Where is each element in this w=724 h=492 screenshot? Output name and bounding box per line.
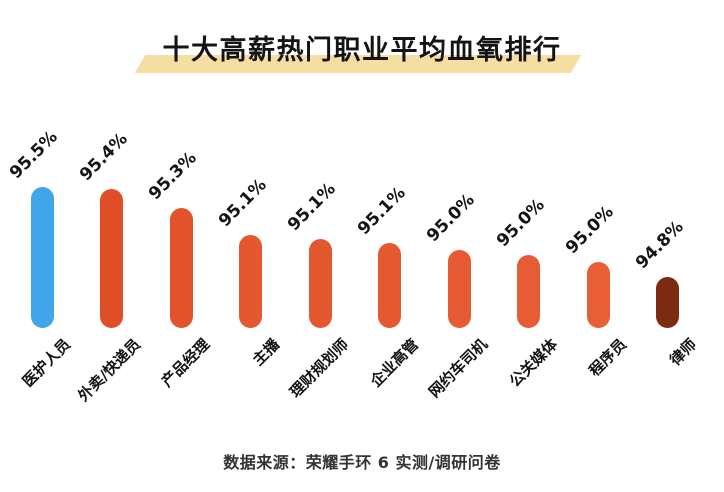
- bar-8: [517, 255, 540, 328]
- bar-2: [100, 189, 123, 328]
- bar-4: [239, 235, 262, 328]
- bar-value-label: 95.0%: [422, 190, 479, 246]
- bar-value-label: 94.8%: [631, 217, 688, 273]
- bar-value-label: 95.0%: [561, 202, 618, 258]
- bar-6: [378, 243, 401, 328]
- data-source-caption: 数据来源：荣耀手环 6 实测/调研问卷: [223, 453, 501, 472]
- bar-value-label: 95.3%: [144, 148, 201, 204]
- bar-value-label: 95.1%: [214, 175, 271, 231]
- bar-value-label: 95.4%: [75, 129, 132, 185]
- bar-5: [308, 239, 332, 328]
- bar-3: [169, 208, 193, 328]
- bar-value-label: 95.1%: [353, 183, 410, 239]
- bar-9: [586, 262, 610, 328]
- bar-value-label: 95.1%: [283, 179, 340, 235]
- bar-1: [30, 187, 54, 328]
- chart-title: 十大高薪热门职业平均血氧排行: [162, 35, 562, 66]
- bar-value-label: 95.0%: [492, 195, 549, 251]
- bar-7: [447, 250, 471, 328]
- bar-value-label: 95.5%: [5, 127, 62, 183]
- bar-10: [656, 277, 679, 328]
